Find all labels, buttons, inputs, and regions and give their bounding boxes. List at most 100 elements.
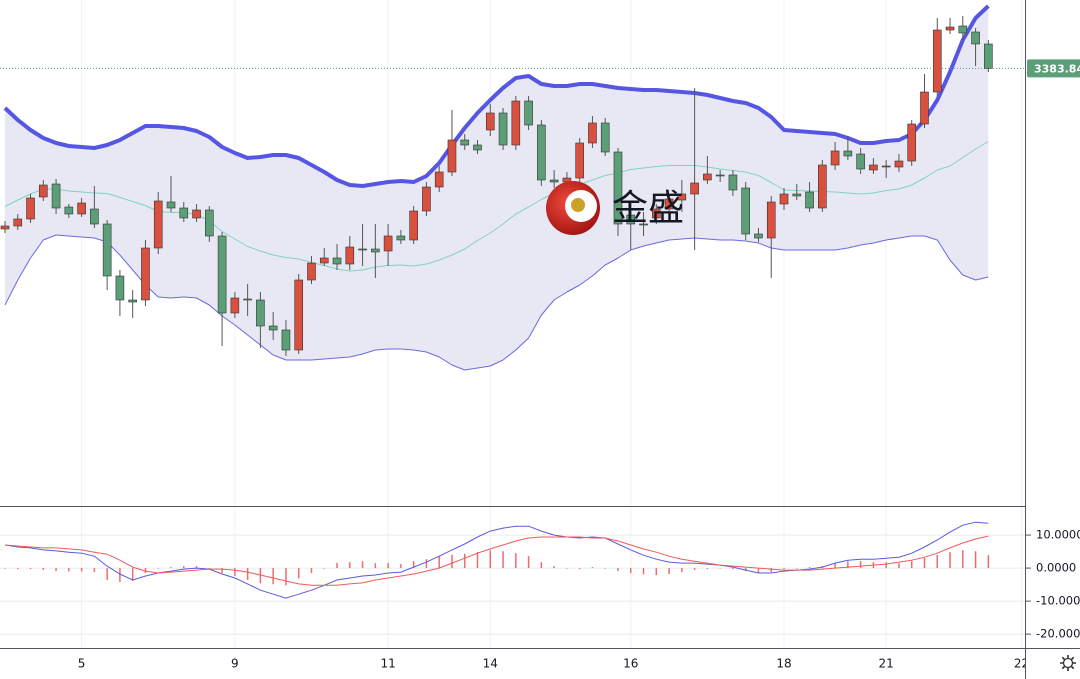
histogram-bar <box>17 568 19 570</box>
histogram-bar <box>655 568 658 576</box>
histogram-bar <box>719 568 721 569</box>
histogram-bar <box>323 568 326 569</box>
histogram-bar <box>42 568 45 571</box>
candle-body <box>549 179 559 183</box>
histogram-bar <box>93 568 96 573</box>
indicator-line <box>4 535 989 586</box>
candle-body <box>141 247 150 301</box>
histogram-bar <box>604 568 606 569</box>
candle-body <box>881 165 891 168</box>
histogram-bar <box>681 568 683 573</box>
candle-body <box>38 184 48 198</box>
histogram-bar <box>706 568 709 570</box>
histogram-bar <box>783 568 785 570</box>
histogram-bar <box>796 568 798 569</box>
histogram-bar <box>936 554 939 569</box>
candle-body <box>217 235 227 314</box>
histogram-bar <box>195 566 198 569</box>
histogram-bar <box>272 568 274 585</box>
x-tick-label: 14 <box>483 657 498 671</box>
candle-body <box>958 25 968 34</box>
candle-body <box>383 235 393 252</box>
candle-body <box>920 91 929 125</box>
candle-body <box>345 246 355 265</box>
histogram-bar <box>246 568 249 580</box>
histogram-bar <box>4 568 6 569</box>
histogram-bar <box>463 553 466 569</box>
histogram-bar <box>693 568 696 571</box>
candle-body <box>230 297 240 314</box>
histogram-bar <box>744 568 747 572</box>
candle-body <box>294 279 304 351</box>
x-tick-label: 5 <box>78 657 86 671</box>
histogram-bar <box>949 552 951 569</box>
y-tick-label: 0.0000 <box>1036 561 1076 575</box>
histogram-bar <box>387 563 389 569</box>
candle-body <box>115 275 125 301</box>
candle-body <box>64 206 74 215</box>
histogram-bar <box>757 568 760 574</box>
candle-body <box>652 208 661 219</box>
candle-body <box>843 150 853 157</box>
candle-body <box>434 171 444 188</box>
watermark-text: 金盛 <box>612 188 684 229</box>
candle-body <box>703 173 712 181</box>
candle-body <box>460 139 470 146</box>
histogram-bar <box>591 567 594 569</box>
candle-body <box>319 257 329 264</box>
candle-body <box>741 187 750 235</box>
histogram-bar <box>297 568 300 579</box>
watermark: 金盛 <box>546 181 684 235</box>
histogram-bar <box>310 568 313 574</box>
settings-icon[interactable] <box>1060 655 1076 671</box>
x-tick-label: 18 <box>776 657 791 671</box>
candle-body <box>792 193 802 197</box>
candle-body <box>26 197 35 220</box>
histogram-bar <box>566 568 568 569</box>
histogram-bar <box>259 568 262 584</box>
x-tick-label: 11 <box>380 657 395 671</box>
band-fill <box>5 6 989 370</box>
histogram-bar <box>119 568 121 582</box>
candle-body <box>664 198 674 210</box>
histogram-bar <box>923 557 926 569</box>
histogram-bar <box>80 568 83 572</box>
candle-body <box>805 191 814 209</box>
histogram-bar <box>527 556 530 569</box>
histogram-bar <box>962 550 964 569</box>
candle-body <box>779 193 789 205</box>
candle-body <box>984 43 993 69</box>
candle-body <box>588 122 597 144</box>
last-price-label: 3383.84 <box>1034 62 1080 75</box>
histogram-bar <box>770 568 772 573</box>
histogram-bar <box>361 561 364 569</box>
histogram-bar <box>515 553 517 569</box>
candle-body <box>537 124 546 181</box>
histogram-bar <box>987 555 990 569</box>
histogram-bar <box>234 568 236 577</box>
candle-body <box>715 174 725 177</box>
histogram-bar <box>578 568 581 570</box>
band-line <box>4 234 989 371</box>
candle-body <box>422 186 431 212</box>
candle-body <box>409 210 418 241</box>
candle-body <box>358 248 367 251</box>
histogram-bar <box>412 561 415 569</box>
candle-body <box>626 214 636 225</box>
histogram-bar <box>489 550 492 569</box>
histogram-bar <box>732 568 734 570</box>
histogram-bar <box>668 568 670 575</box>
candle-body <box>600 122 610 153</box>
histogram-bar <box>808 567 811 569</box>
candle-body <box>166 201 176 209</box>
histogram-bar <box>221 568 223 574</box>
histogram-bar <box>630 568 632 574</box>
histogram-bar <box>285 568 287 586</box>
histogram-bar <box>885 562 887 569</box>
candle-body <box>192 209 201 219</box>
histogram-bar <box>208 568 211 569</box>
candle-body <box>754 233 763 239</box>
candle-body <box>396 235 406 241</box>
